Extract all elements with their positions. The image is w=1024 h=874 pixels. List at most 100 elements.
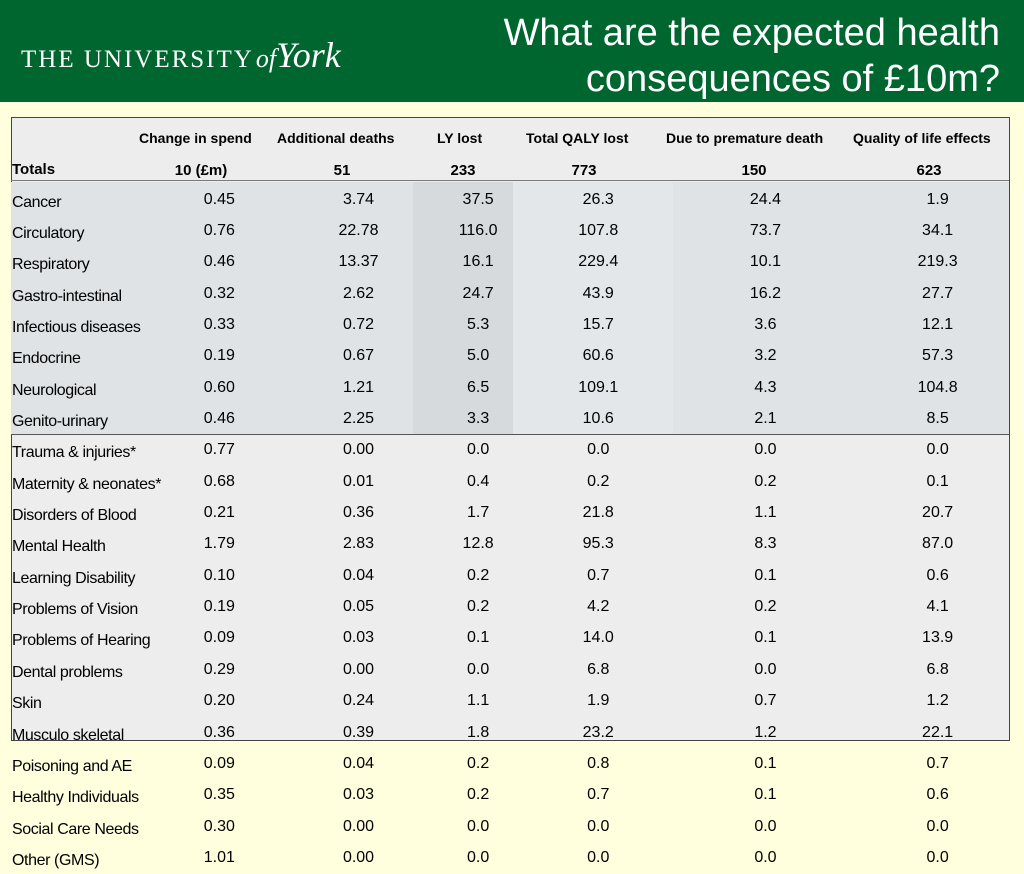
table-cell: 0.4 — [466, 472, 490, 490]
table-row: Other (GMS) 1.01 0.00 0.0 0.0 0.0 0.0 — [12, 842, 1024, 873]
table-cell: 0.2 — [466, 566, 490, 584]
table-cell: 0.0 — [754, 660, 777, 678]
table-cell: 2.62 — [342, 284, 375, 302]
table-cell: 0.21 — [203, 504, 235, 522]
table-cell: 0.60 — [203, 378, 235, 396]
table-cell: 1.8 — [466, 723, 490, 741]
table-cell: 34.1 — [922, 222, 954, 240]
table-cell: 0.6 — [926, 786, 949, 804]
row-label: Musculo skeletal — [12, 726, 124, 744]
table-cell: 109.1 — [578, 378, 619, 396]
table-row: Gastro-intestinal 0.32 2.62 24.7 43.9 16.2 27.… — [12, 278, 1024, 309]
table-cell: 5.3 — [466, 316, 490, 334]
row-label: Poisoning and AE — [12, 757, 132, 775]
column-header-additional-deaths: Additional deaths — [277, 130, 395, 146]
table-row: Problems of Hearing 0.09 0.03 0.1 14.0 0.1 13.… — [12, 623, 1024, 654]
table-cell: 0.32 — [203, 284, 235, 302]
table-cell: 0.1 — [754, 629, 777, 647]
row-label: Maternity & neonates* — [12, 475, 162, 493]
table-cell: 0.1 — [466, 629, 490, 647]
table-cell: 6.8 — [926, 660, 949, 678]
table-cell: 24.7 — [462, 284, 494, 302]
table-cell: 10.6 — [582, 410, 614, 428]
table-cell: 219.3 — [917, 253, 958, 271]
table-cell: 6.8 — [587, 660, 610, 678]
total-value: 10 (£m) — [174, 162, 228, 179]
table-cell: 95.3 — [582, 535, 614, 553]
table-cell: 1.79 — [203, 535, 235, 553]
table-row: Infectious diseases 0.33 0.72 5.3 15.7 3.6 12.… — [12, 309, 1024, 340]
table-cell: 0.29 — [203, 660, 235, 678]
table-cell: 0.7 — [587, 566, 610, 584]
table-cell: 0.00 — [342, 817, 375, 835]
table-row: Skin 0.20 0.24 1.1 1.9 0.7 1.2 — [12, 686, 1024, 717]
table-cell: 13.37 — [338, 253, 379, 271]
table-cell: 3.3 — [466, 410, 490, 428]
table-cell: 21.8 — [582, 504, 614, 522]
table-cell: 0.10 — [203, 566, 235, 584]
table-cell: 0.2 — [466, 786, 490, 804]
table-cell: 116.0 — [458, 222, 498, 240]
table-cell: 0.0 — [754, 441, 777, 459]
table-row: Endocrine 0.19 0.67 5.0 60.6 3.2 57.3 — [12, 341, 1024, 372]
table-cell: 0.1 — [926, 472, 949, 490]
table-cell: 43.9 — [582, 284, 614, 302]
column-header-ly-lost: LY lost — [437, 130, 483, 146]
row-label: Learning Disability — [12, 569, 136, 587]
table-cell: 0.7 — [754, 692, 777, 710]
table-cell: 0.24 — [342, 692, 375, 710]
table-cell: 0.0 — [926, 441, 949, 459]
table-row: Cancer 0.45 3.74 37.5 26.3 24.4 1.9 — [12, 184, 1024, 215]
table-row: Maternity & neonates* 0.68 0.01 0.4 0.2 0.2 0.… — [12, 466, 1024, 497]
table-cell: 0.04 — [342, 754, 375, 772]
table-cell: 12.8 — [462, 535, 494, 553]
row-label: Dental problems — [12, 663, 123, 681]
table-cell: 0.0 — [754, 817, 777, 835]
table-row: Poisoning and AE 0.09 0.04 0.2 0.8 0.1 0.7 — [12, 748, 1024, 779]
table-cell: 0.1 — [754, 786, 777, 804]
table-cell: 0.36 — [203, 723, 235, 741]
table-cell: 107.8 — [578, 222, 619, 240]
table-cell: 0.09 — [203, 629, 235, 647]
row-label: Mental Health — [12, 538, 106, 556]
table-cell: 14.0 — [582, 629, 614, 647]
table-cell: 0.03 — [342, 629, 375, 647]
table-cell: 1.9 — [926, 190, 949, 208]
table-cell: 0.72 — [342, 316, 375, 334]
table-cell: 73.7 — [749, 222, 782, 240]
column-header-total-qaly-lost: Total QALY lost — [526, 130, 629, 146]
table-cell: 0.0 — [926, 817, 949, 835]
table-cell: 0.1 — [754, 754, 777, 772]
table-cell: 0.67 — [342, 347, 375, 365]
table-cell: 15.7 — [582, 316, 614, 334]
table-cell: 1.2 — [754, 723, 777, 741]
table-cell: 0.20 — [203, 692, 235, 710]
table-cell: 0.05 — [342, 598, 375, 616]
group-divider — [11, 434, 1009, 435]
table-cell: 27.7 — [922, 284, 954, 302]
table-cell: 8.3 — [754, 535, 777, 553]
table-cell: 0.77 — [203, 441, 235, 459]
table-cell: 0.19 — [203, 598, 235, 616]
row-label: Disorders of Blood — [12, 507, 137, 525]
total-value: 773 — [571, 162, 597, 179]
table-cell: 1.1 — [466, 692, 490, 710]
table-cell: 22.78 — [338, 222, 379, 240]
slide-title: What are the expected health consequence… — [503, 12, 1000, 100]
table-cell: 0.00 — [342, 441, 375, 459]
total-value: 233 — [450, 162, 476, 179]
table-cell: 1.01 — [203, 848, 235, 866]
row-label: Problems of Vision — [12, 601, 138, 619]
table-cell: 0.0 — [587, 817, 610, 835]
table-cell: 0.1 — [754, 566, 777, 584]
totals-label: Totals — [12, 161, 56, 178]
row-label: Other (GMS) — [12, 851, 100, 869]
row-label: Social Care Needs — [12, 820, 139, 838]
table-cell: 4.2 — [587, 598, 610, 616]
table-cell: 16.1 — [462, 253, 494, 271]
table-cell: 0.39 — [342, 723, 375, 741]
data-table: Cancer 0.45 3.74 37.5 26.3 24.4 1.9 Circulatory… — [12, 184, 1024, 874]
table-cell: 10.1 — [749, 253, 782, 271]
row-label: Genito-urinary — [12, 413, 108, 431]
university-logo: THE UNIVERSITYofYork — [21, 34, 341, 76]
